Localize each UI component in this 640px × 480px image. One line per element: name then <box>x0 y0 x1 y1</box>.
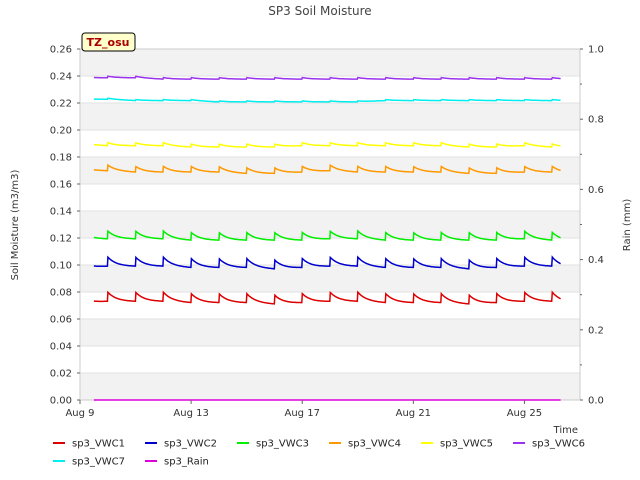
x-tick-label: Aug 21 <box>396 408 431 419</box>
series-line-sp3_VWC5 <box>93 141 561 148</box>
series-line-sp3_VWC3 <box>93 229 561 242</box>
legend-label-sp3_VWC6: sp3_VWC6 <box>532 439 585 450</box>
x-tick-label: Aug 9 <box>65 408 94 419</box>
chart-title: SP3 Soil Moisture <box>268 4 371 18</box>
grid-band <box>80 319 580 346</box>
y2-axis-label: Rain (mm) <box>622 199 633 252</box>
legend-label-sp3_VWC3: sp3_VWC3 <box>256 439 309 450</box>
legend-label-sp3_VWC5: sp3_VWC5 <box>440 439 493 450</box>
y-tick-label: 0.08 <box>50 288 72 299</box>
y2-tick-label: 0.8 <box>588 115 604 126</box>
series-line-sp3_VWC6 <box>93 75 561 80</box>
x-tick-label: Aug 25 <box>507 408 542 419</box>
y-tick-label: 0.18 <box>50 153 72 164</box>
y2-tick-label: 1.0 <box>588 45 604 56</box>
y-axis-label: Soil Moisture (m3/m3) <box>10 170 21 281</box>
x-tick-label: Aug 17 <box>285 408 320 419</box>
series-line-sp3_VWC4 <box>93 163 561 175</box>
legend-label-sp3_VWC2: sp3_VWC2 <box>164 439 217 450</box>
grid-band <box>80 373 580 400</box>
station-badge: TZ_osu <box>81 32 136 52</box>
y-tick-label: 0.00 <box>50 396 72 407</box>
grid-band <box>80 49 580 76</box>
y-tick-label: 0.26 <box>50 45 72 56</box>
legend: sp3_VWC1 sp3_VWC2 sp3_VWC3 sp3_VWC4 sp3_VWC5… <box>53 439 585 468</box>
grid-band <box>80 103 580 130</box>
y-tick-label: 0.16 <box>50 180 72 191</box>
x-axis-label: Time <box>553 425 578 436</box>
station-badge-box <box>81 32 136 52</box>
legend-label-sp3_VWC7: sp3_VWC7 <box>72 457 125 468</box>
series-line-sp3_VWC2 <box>93 255 561 270</box>
y-tick-label: 0.24 <box>50 72 72 83</box>
legend-label-sp3_VWC4: sp3_VWC4 <box>348 439 401 450</box>
y-tick-label: 0.12 <box>50 234 72 245</box>
x-tick-label: Aug 13 <box>173 408 208 419</box>
legend-label-sp3_Rain: sp3_Rain <box>164 457 209 468</box>
y2-tick-label: 0.0 <box>588 396 604 407</box>
grid-band <box>80 265 580 292</box>
series-line-sp3_VWC7 <box>93 97 561 103</box>
y2-tick-label: 0.2 <box>588 325 604 336</box>
y2-tick-label: 0.4 <box>588 255 604 266</box>
y-tick-label: 0.14 <box>50 207 72 218</box>
station-badge-label: TZ_osu <box>87 36 130 49</box>
series-line-sp3_VWC1 <box>93 290 561 305</box>
y-tick-label: 0.04 <box>50 342 72 353</box>
y-tick-label: 0.02 <box>50 369 72 380</box>
y2-tick-label: 0.6 <box>588 185 604 196</box>
y-tick-label: 0.06 <box>50 315 72 326</box>
y-tick-label: 0.10 <box>50 261 72 272</box>
legend-label-sp3_VWC1: sp3_VWC1 <box>72 439 125 450</box>
y-tick-label: 0.22 <box>50 99 72 110</box>
y-tick-label: 0.20 <box>50 126 72 137</box>
